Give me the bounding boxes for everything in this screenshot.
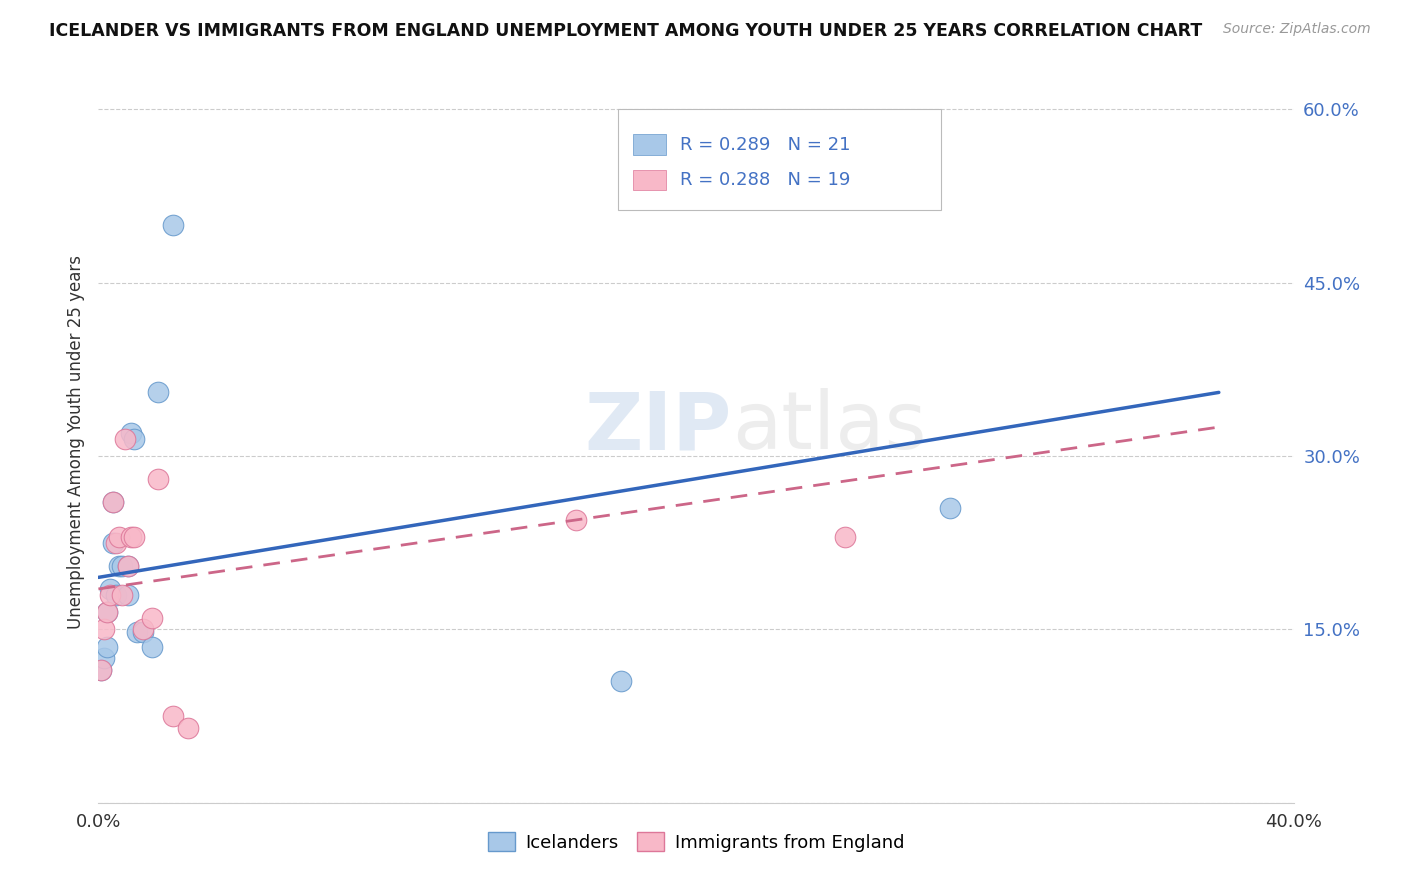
Point [108, 558, 131, 573]
Point [132, 624, 155, 639]
Point [148, 472, 170, 486]
Point [610, 674, 633, 689]
Point [127, 624, 149, 639]
Point [93, 651, 115, 665]
Text: R = 0.288   N = 19: R = 0.288 N = 19 [681, 171, 851, 189]
Text: ICELANDER VS IMMIGRANTS FROM ENGLAND UNEMPLOYMENT AMONG YOUTH UNDER 25 YEARS COR: ICELANDER VS IMMIGRANTS FROM ENGLAND UNE… [49, 22, 1202, 40]
Point [98, 588, 122, 602]
Point [177, 721, 200, 735]
Point [105, 535, 128, 549]
Point [141, 611, 163, 625]
Text: atlas: atlas [733, 388, 927, 467]
Point [120, 425, 142, 440]
Point [90, 663, 112, 677]
Point [90, 663, 112, 677]
FancyBboxPatch shape [633, 169, 666, 190]
Text: Source: ZipAtlas.com: Source: ZipAtlas.com [1223, 22, 1371, 37]
Point [132, 623, 155, 637]
Text: ZIP: ZIP [585, 388, 733, 467]
Point [162, 709, 184, 723]
FancyBboxPatch shape [619, 109, 941, 211]
Point [96, 605, 118, 619]
Y-axis label: Unemployment Among Youth under 25 years: Unemployment Among Youth under 25 years [66, 254, 84, 629]
Point [141, 640, 163, 654]
Point [117, 558, 139, 573]
Point [98, 582, 122, 596]
Point [93, 623, 115, 637]
Point [103, 495, 125, 509]
Point [96, 605, 118, 619]
Point [117, 558, 139, 573]
Point [114, 432, 136, 446]
Point [111, 588, 134, 602]
Point [124, 432, 146, 446]
Point [111, 558, 134, 573]
Text: R = 0.289   N = 21: R = 0.289 N = 21 [681, 136, 851, 153]
Point [103, 535, 125, 549]
Point [939, 501, 962, 516]
Legend: Icelanders, Immigrants from England: Icelanders, Immigrants from England [481, 825, 911, 859]
Point [124, 530, 146, 544]
Point [834, 530, 856, 544]
Point [565, 512, 588, 526]
Point [108, 530, 131, 544]
Point [117, 588, 139, 602]
Point [148, 385, 170, 400]
Point [105, 588, 128, 602]
Point [96, 640, 118, 654]
Point [103, 495, 125, 509]
FancyBboxPatch shape [633, 135, 666, 154]
Point [162, 218, 184, 232]
Point [120, 530, 142, 544]
